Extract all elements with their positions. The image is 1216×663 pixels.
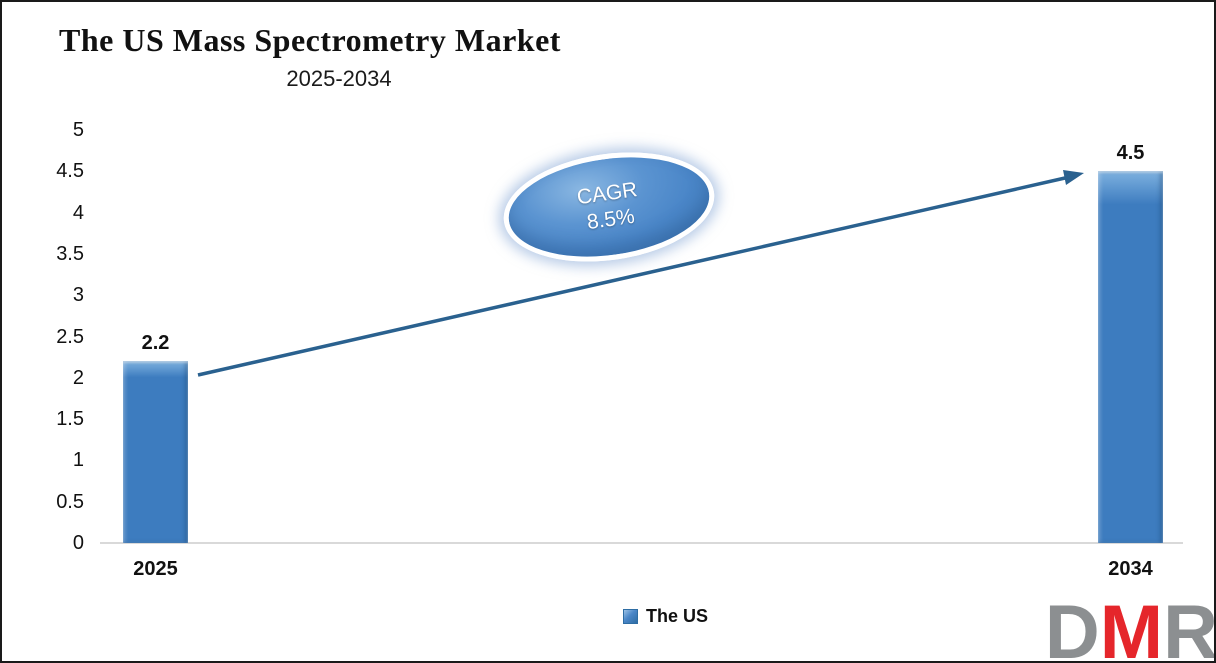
y-axis-tick: 3 <box>72 284 84 307</box>
legend-label: The US <box>646 606 709 626</box>
y-axis-tick: 2 <box>72 366 84 389</box>
bar-2034 <box>1098 171 1163 543</box>
y-axis-tick: 4 <box>72 201 84 224</box>
bar-2025 <box>123 361 188 543</box>
x-axis-line <box>100 542 1183 544</box>
chart-subtitle: 2025-2034 <box>286 66 392 91</box>
y-axis-tick: 0.5 <box>56 490 84 513</box>
y-axis-tick: 1 <box>72 449 84 472</box>
logo-letter-d: D <box>1044 597 1100 663</box>
x-axis-label-2034: 2034 <box>1108 558 1153 580</box>
y-axis-tick: 3.5 <box>56 242 84 265</box>
logo-letter-m: M <box>1099 597 1163 663</box>
legend: The US <box>623 606 708 627</box>
cagr-value: 8.5% <box>585 204 637 235</box>
y-axis-tick: 2.5 <box>56 325 84 348</box>
y-axis-tick: 4.5 <box>56 160 84 183</box>
legend-swatch-icon <box>623 609 638 624</box>
y-axis-tick: 5 <box>72 119 84 141</box>
logo-letter-r: R <box>1163 597 1214 663</box>
y-axis-tick: 1.5 <box>56 408 84 431</box>
chart-title: The US Mass Spectrometry Market <box>59 22 561 58</box>
x-axis-label-2025: 2025 <box>133 558 178 580</box>
y-axis-tick: 0 <box>72 532 84 554</box>
bar-value-label-2025: 2.2 <box>141 332 170 354</box>
bar-value-label-2034: 4.5 <box>1116 142 1145 164</box>
